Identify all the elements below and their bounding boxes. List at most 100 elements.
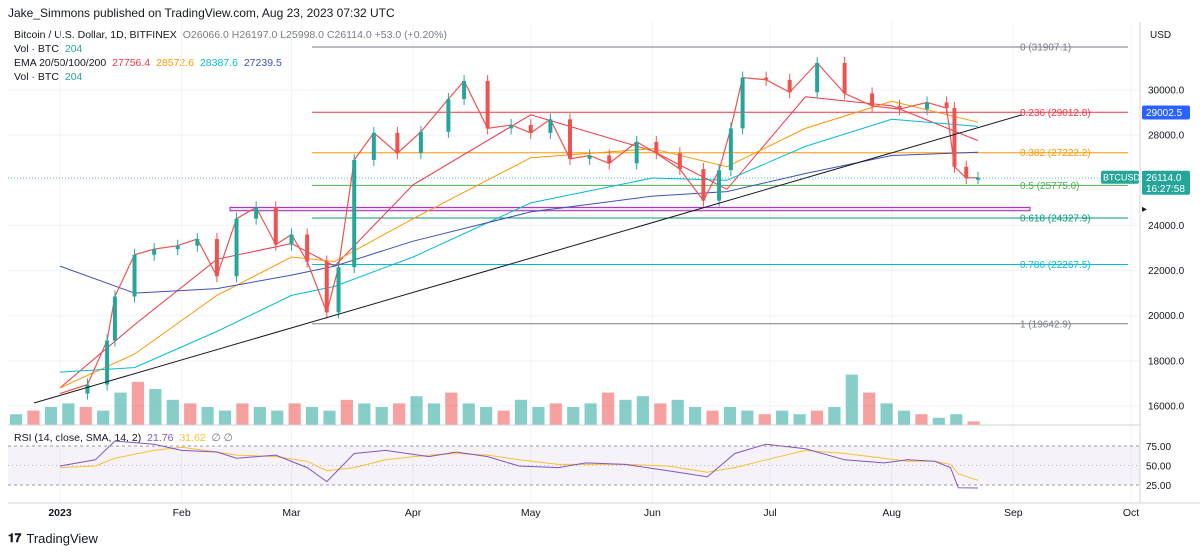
volume-bar bbox=[706, 410, 719, 425]
countdown-text: 16:27:58 bbox=[1146, 184, 1185, 195]
volume-bar bbox=[44, 407, 58, 425]
volume-bar bbox=[184, 403, 197, 425]
time-tick-label: Aug bbox=[882, 507, 901, 519]
volume-bar bbox=[845, 374, 858, 425]
price-tick-label: 16000.0 bbox=[1148, 402, 1185, 413]
rsi-null-icon-1: ∅ bbox=[211, 432, 221, 444]
volume-bar bbox=[480, 407, 493, 425]
volume-bar bbox=[549, 403, 562, 425]
symbol-tag-text: BTCUSD bbox=[1103, 173, 1141, 183]
volume-bar bbox=[897, 410, 911, 425]
fib-level-label: 0.236 (29012.8) bbox=[1020, 108, 1091, 119]
volume-value-2: 204 bbox=[64, 71, 83, 83]
ema20-line bbox=[59, 96, 979, 389]
volume-bar bbox=[410, 396, 423, 425]
price-tick-label: 24000.0 bbox=[1148, 221, 1185, 232]
price-tick-label: 22000.0 bbox=[1148, 266, 1185, 277]
volume-bar bbox=[671, 399, 684, 425]
volume-bar bbox=[358, 403, 371, 425]
rsi-tick-label: 50.00 bbox=[1146, 462, 1171, 473]
volume-bar bbox=[27, 410, 40, 425]
volume-bar bbox=[149, 389, 162, 425]
volume-bar bbox=[427, 403, 441, 425]
volume-bar bbox=[915, 414, 928, 425]
volume-bar bbox=[393, 403, 406, 425]
volume-label: Vol · BTC bbox=[14, 43, 59, 55]
trend-line bbox=[33, 114, 1023, 404]
volume-bar bbox=[880, 403, 893, 425]
time-tick-label: May bbox=[521, 507, 542, 519]
ema50-value: 28572.6 bbox=[156, 57, 195, 69]
volume-bar bbox=[863, 392, 876, 425]
volume-bar bbox=[114, 392, 127, 425]
fib-level-label: 0.786 (22267.5) bbox=[1020, 260, 1091, 271]
fib-level-label: 1 (19642.9) bbox=[1020, 319, 1071, 330]
rsi-band-background bbox=[8, 446, 1140, 485]
time-tick-label: Apr bbox=[405, 507, 422, 519]
time-tick-label: Mar bbox=[282, 507, 301, 519]
volume-bar bbox=[462, 403, 475, 425]
volume-bar bbox=[62, 403, 75, 425]
ema200-value: 27239.5 bbox=[243, 57, 282, 69]
last-price-tag bbox=[1142, 170, 1190, 195]
rsi-null-icon-2: ∅ bbox=[223, 432, 233, 444]
volume-bar bbox=[97, 410, 110, 425]
fib-level-label: 0.5 (25775.0) bbox=[1020, 181, 1080, 192]
last-price-text: 26114.0 bbox=[1146, 173, 1182, 184]
rsi-value: 21.76 bbox=[147, 432, 174, 444]
volume-bar bbox=[828, 407, 841, 425]
ema50-line bbox=[59, 100, 979, 389]
ema200-line bbox=[59, 151, 979, 294]
rsi-sma-value: 31.62 bbox=[179, 432, 206, 444]
time-tick-label: Jul bbox=[763, 507, 776, 519]
time-tick-label: Oct bbox=[1123, 507, 1139, 519]
volume-legend[interactable]: Vol · BTC 204 bbox=[14, 43, 82, 55]
rsi-legend[interactable]: RSI (14, close, SMA, 14, 2) 21.76 31.62 … bbox=[14, 432, 233, 444]
tradingview-logo[interactable]: 𝟏𝟕 TradingView bbox=[8, 531, 98, 546]
volume-bar bbox=[497, 410, 510, 425]
volume-bar bbox=[340, 399, 353, 425]
volume-bar bbox=[689, 407, 702, 425]
volume-bar bbox=[932, 417, 945, 425]
time-tick-label: 2023 bbox=[48, 507, 72, 519]
volume-value: 204 bbox=[64, 43, 83, 55]
volume-bar bbox=[619, 399, 632, 425]
fib-level-label: 0 (31907.1) bbox=[1020, 42, 1071, 53]
volume-bar bbox=[375, 407, 388, 425]
volume-bar bbox=[532, 407, 545, 425]
fib-level-label: 0.382 (27222.2) bbox=[1020, 148, 1091, 159]
volume-bar bbox=[236, 403, 249, 425]
volume-bar bbox=[741, 410, 754, 425]
rsi-tick-label: 25.00 bbox=[1146, 481, 1171, 492]
ohlc-values: O26066.0 H26197.0 L25998.0 C26114.0 +53.… bbox=[182, 29, 447, 41]
ema100-line bbox=[59, 118, 979, 373]
scroll-arrow-icon[interactable]: ▸ bbox=[1142, 204, 1147, 215]
time-tick-label: Feb bbox=[173, 507, 191, 519]
volume-bar bbox=[584, 403, 597, 425]
currency-label: USD bbox=[1150, 30, 1171, 41]
volume-bar bbox=[218, 410, 232, 425]
volume-bar bbox=[323, 410, 336, 425]
symbol-tag bbox=[1101, 170, 1139, 184]
volume-bar bbox=[10, 414, 23, 425]
volume-label-2: Vol · BTC bbox=[14, 71, 59, 83]
tradingview-logo-icon: 𝟏𝟕 bbox=[8, 531, 22, 545]
volume-bar bbox=[288, 403, 301, 425]
price-tick-label: 30000.0 bbox=[1148, 86, 1185, 97]
symbol-title: Bitcoin / U.S. Dollar, 1D, BITFINEX bbox=[14, 29, 177, 41]
volume-bar bbox=[305, 407, 319, 425]
price-tag-29002 bbox=[1142, 105, 1190, 120]
volume-bar bbox=[79, 407, 92, 425]
symbol-legend[interactable]: Bitcoin / U.S. Dollar, 1D, BITFINEX O260… bbox=[14, 29, 447, 41]
volume-bar bbox=[758, 414, 771, 425]
volume-bar bbox=[950, 414, 963, 425]
volume-bar bbox=[776, 410, 789, 425]
volume-bar bbox=[723, 407, 737, 425]
volume-bar bbox=[253, 407, 266, 425]
price-tick-label: 18000.0 bbox=[1148, 356, 1185, 367]
volume-bar bbox=[271, 410, 284, 425]
ema100-value: 28387.6 bbox=[199, 57, 238, 69]
volume-legend-2[interactable]: Vol · BTC 204 bbox=[14, 71, 82, 83]
volume-bar bbox=[810, 410, 824, 425]
